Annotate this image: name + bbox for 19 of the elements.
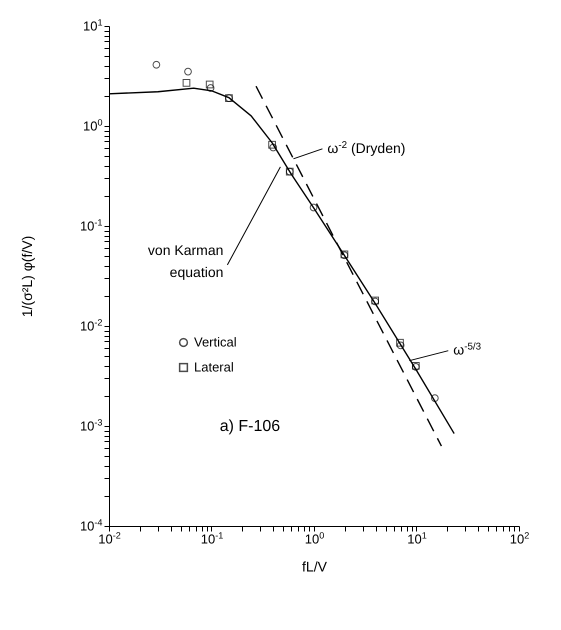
x-axis-title: fL/V [302, 558, 328, 574]
x-tick-label: 10$^{2}$ [510, 530, 530, 546]
legend-label: Lateral [194, 360, 234, 374]
y-tick-label: 10$^{-2}$ [80, 318, 102, 334]
x-tick-label: 10$^{-2}$ [98, 530, 121, 546]
y-tick-label: 10$^{-1}$ [80, 218, 102, 234]
x-tick-label: 10$^{1}$ [407, 530, 427, 546]
y-tick-label: 10$^{0}$ [82, 118, 102, 134]
y-tick-label: 10$^{1}$ [82, 18, 102, 34]
x-tick-label: 10$^{0}$ [304, 530, 324, 546]
y-tick-label: 10$^{-4}$ [80, 518, 102, 534]
legend-label: Vertical [194, 334, 237, 350]
y-tick-label: 10$^{-3}$ [80, 418, 102, 434]
annotation: a) F-106 [220, 418, 280, 435]
y-axis-title: 1/(σ²L) φ(f/V) [19, 236, 36, 318]
annotation: ω$^{-5/3}$ [453, 341, 482, 358]
annotation: von Karman equation [148, 242, 224, 280]
x-tick-label: 10$^{-1}$ [200, 530, 224, 546]
annotation: ω$^{-2}$ (Dryden) [327, 139, 406, 156]
